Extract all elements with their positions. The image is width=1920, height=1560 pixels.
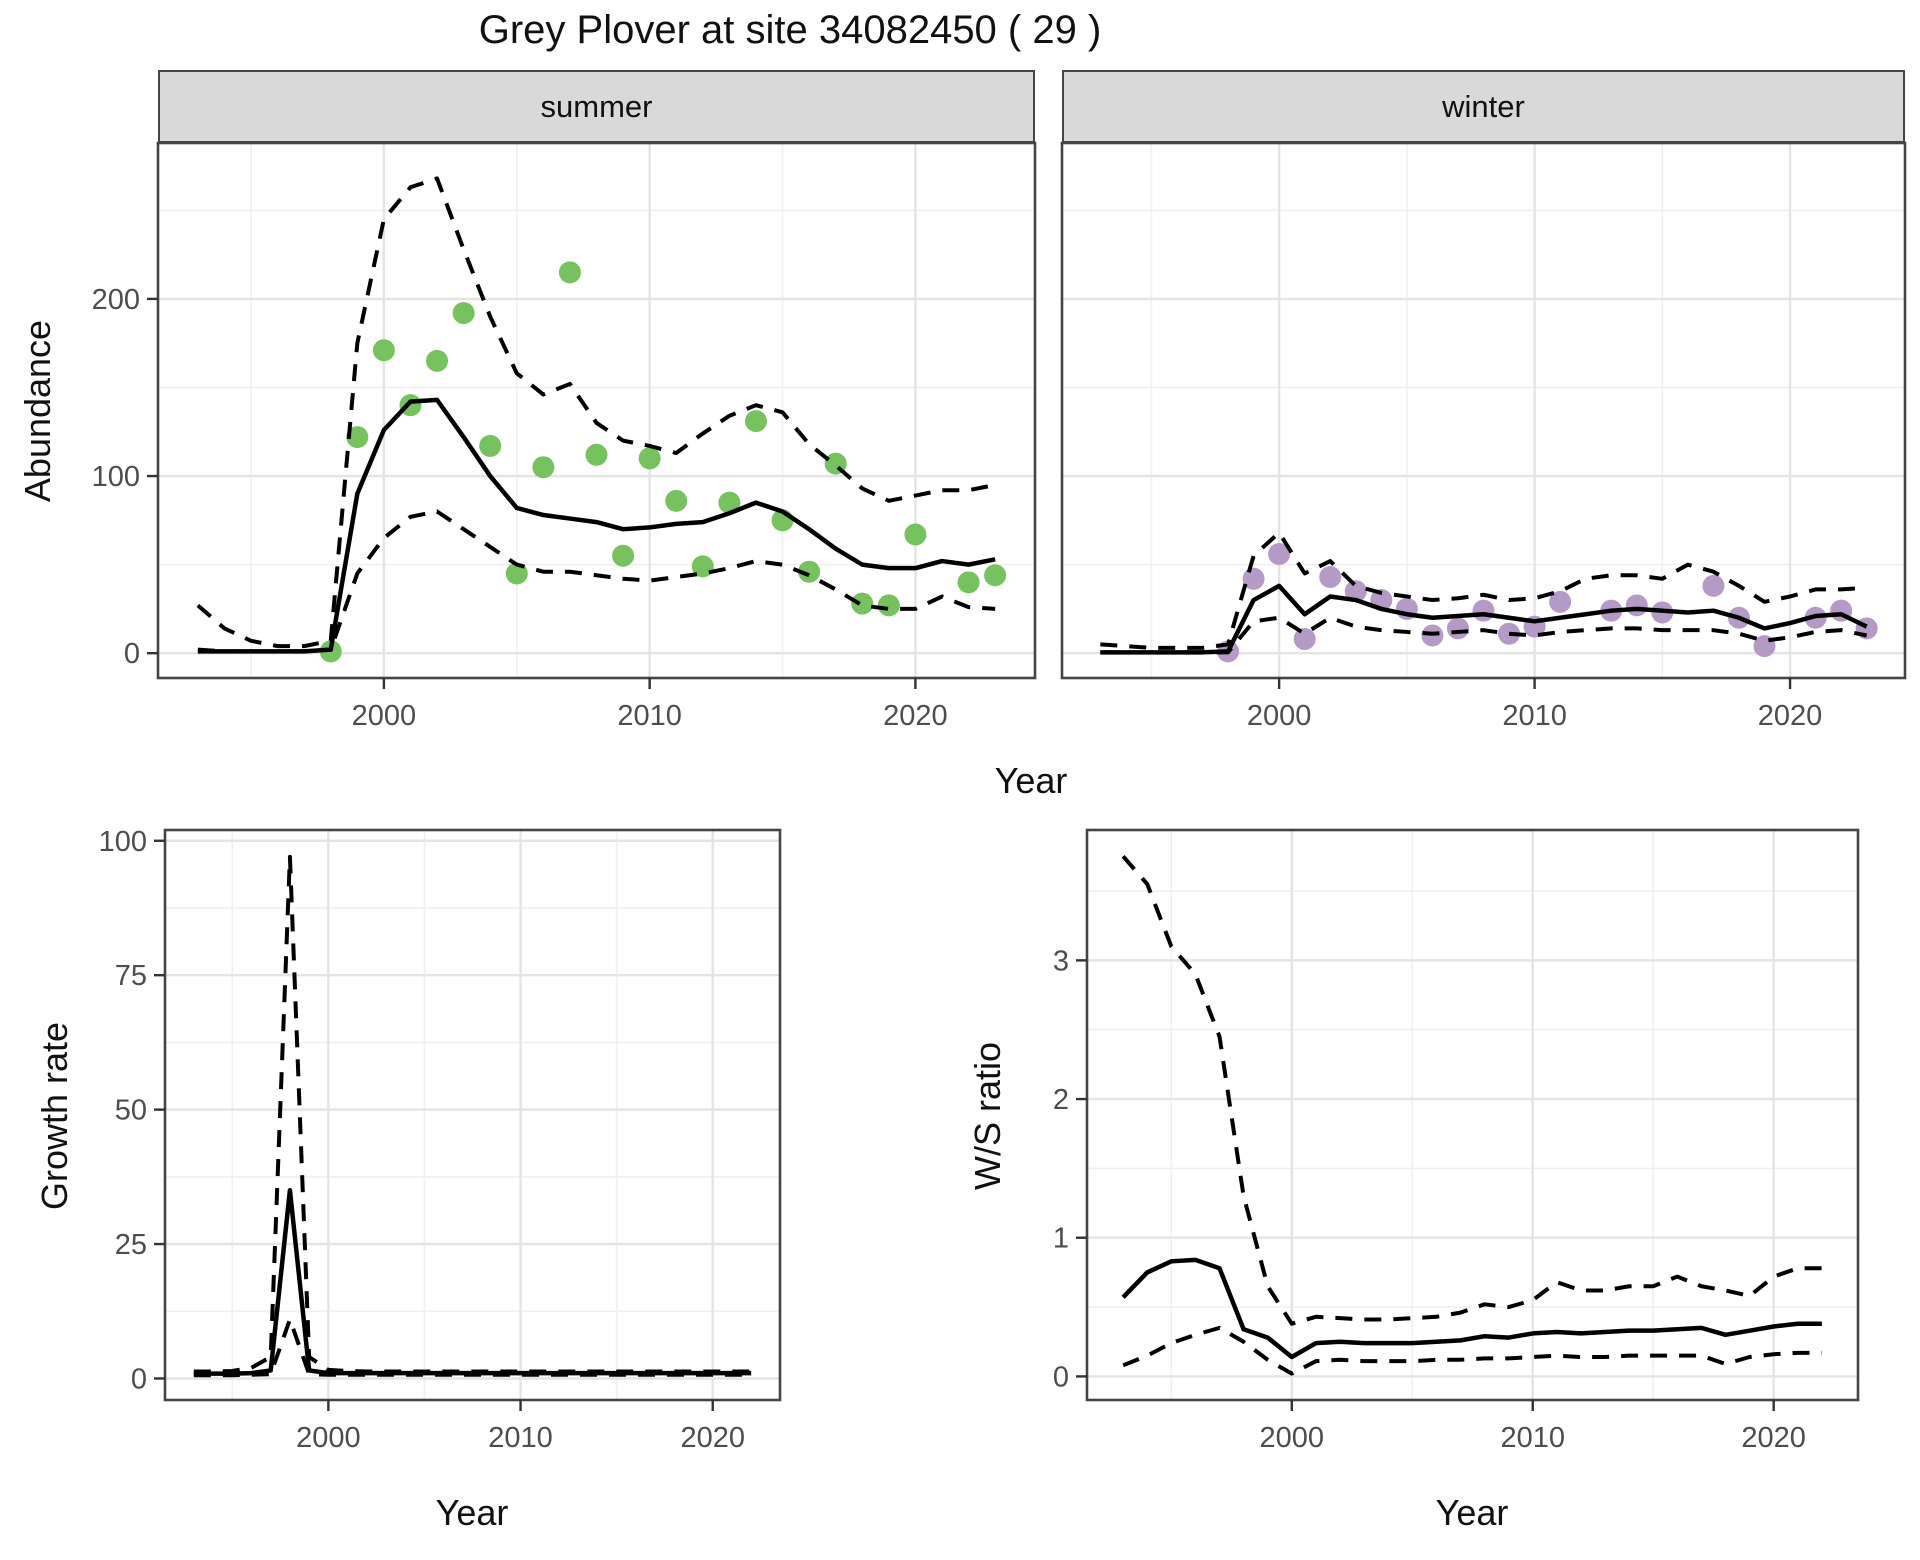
ws-ratio-fit-line	[1121, 1257, 1822, 1360]
abundance-summer-data-point	[957, 571, 980, 594]
x-axis-tick-label: 2000	[352, 700, 417, 732]
facet-strip-winter: winter	[1062, 70, 1905, 143]
panel-abundance-winter: 2000 2010 2020	[1060, 141, 1907, 732]
y-axis-tick-label: 50	[115, 1095, 147, 1127]
panel-background	[1062, 143, 1905, 678]
panel-growth-rate: 2000 2010 2020 0 25 50 75 100	[99, 826, 782, 1454]
panel-abundance-summer: 2000 2010 2020 0 100 200	[92, 141, 1037, 732]
y-axis-tick-label: 1	[1053, 1223, 1069, 1255]
panel-ws-ratio: 2000 2010 2020 0 1 2 3	[1053, 828, 1860, 1454]
panel-border	[156, 141, 1037, 680]
y-axis-title-abundance: Abundance	[17, 319, 58, 503]
y-axis-tick-label: 0	[131, 1363, 147, 1395]
abundance-summer-data-point	[346, 426, 369, 449]
abundance-summer-data-point	[877, 594, 900, 617]
panel-background	[165, 830, 780, 1400]
facet-strip-summer: summer	[158, 70, 1035, 143]
ws-ratio-lower95-line	[1122, 1325, 1822, 1376]
abundance-winter-data-point	[1472, 599, 1495, 622]
abundance-summer-data-point	[532, 456, 555, 479]
y-axis-tick-label: 100	[99, 826, 147, 858]
abundance-summer-data-point	[585, 443, 608, 466]
abundance-winter-data-point	[1319, 566, 1342, 589]
x-axis-tick-label: 2000	[1247, 700, 1312, 732]
y-axis-tick-label: 0	[124, 638, 140, 670]
abundance-winter-data-point	[1242, 567, 1265, 590]
growth-rate-lower95-line	[193, 1317, 752, 1378]
abundance-summer-data-point	[718, 491, 741, 514]
x-axis-title-year-growth: Year	[435, 1492, 509, 1533]
x-axis-tick-label: 2020	[883, 700, 948, 732]
y-axis-tick-label: 200	[92, 284, 140, 316]
abundance-winter-data-point	[1498, 622, 1521, 645]
abundance-summer-data-point	[665, 489, 688, 512]
panel-border	[1085, 828, 1860, 1402]
panel-background	[1087, 830, 1858, 1400]
abundance-summer-data-point	[904, 523, 927, 546]
abundance-summer-data-point	[798, 560, 821, 583]
abundance-summer-data-point	[558, 261, 581, 284]
abundance-summer-data-point	[452, 302, 475, 325]
x-axis-tick-label: 2000	[1260, 1422, 1325, 1454]
abundance-summer-data-point	[612, 544, 635, 567]
x-axis-tick-label: 2000	[296, 1422, 361, 1454]
x-axis-tick-label: 2010	[617, 700, 682, 732]
abundance-summer-lower95-line	[197, 509, 996, 654]
abundance-winter-data-point	[1702, 574, 1725, 597]
abundance-summer-data-point	[851, 592, 874, 615]
abundance-winter-lower95-line	[1100, 615, 1868, 655]
y-axis-tick-label: 75	[115, 960, 147, 992]
y-axis-title-growth-rate: Growth rate	[34, 1021, 75, 1211]
abundance-summer-data-point	[984, 564, 1007, 587]
x-axis-tick-label: 2010	[1500, 1422, 1565, 1454]
x-axis-tick-label: 2020	[680, 1422, 745, 1454]
x-axis-title-year-top: Year	[994, 760, 1068, 801]
y-axis-tick-label: 25	[115, 1229, 147, 1261]
chart-title: Grey Plover at site 34082450 ( 29 )	[478, 8, 1102, 52]
y-axis-tick-label: 3	[1053, 945, 1069, 977]
facet-strip-summer-label: summer	[540, 88, 653, 124]
x-axis-tick-label: 2020	[1758, 700, 1823, 732]
x-axis-tick-label: 2010	[1502, 700, 1567, 732]
abundance-summer-data-point	[744, 410, 767, 433]
abundance-summer-data-point	[426, 349, 449, 372]
abundance-summer-data-point	[691, 555, 714, 578]
abundance-winter-data-point	[1625, 594, 1648, 617]
abundance-winter-data-point	[1446, 617, 1469, 640]
panel-border	[1060, 141, 1907, 680]
ws-ratio-upper95-line	[1121, 855, 1822, 1326]
panel-border	[163, 828, 782, 1402]
x-axis-tick-label: 2010	[488, 1422, 553, 1454]
facet-strip-winter-label: winter	[1442, 88, 1525, 124]
abundance-winter-data-point	[1549, 590, 1572, 613]
abundance-winter-data-point	[1293, 628, 1316, 651]
abundance-winter-data-point	[1344, 580, 1367, 603]
y-axis-tick-label: 0	[1053, 1361, 1069, 1393]
abundance-winter-data-point	[1268, 542, 1291, 565]
abundance-summer-data-point	[372, 339, 395, 362]
x-axis-tick-label: 2020	[1741, 1422, 1806, 1454]
y-axis-title-ws-ratio: W/S ratio	[967, 1041, 1008, 1191]
abundance-summer-data-point	[479, 434, 502, 457]
x-axis-title-year-ws: Year	[1435, 1492, 1509, 1533]
abundance-winter-upper95-line	[1100, 530, 1867, 650]
y-axis-tick-label: 2	[1053, 1084, 1069, 1116]
panel-background	[158, 143, 1035, 678]
y-axis-tick-label: 100	[92, 461, 140, 493]
abundance-summer-data-point	[638, 447, 661, 470]
